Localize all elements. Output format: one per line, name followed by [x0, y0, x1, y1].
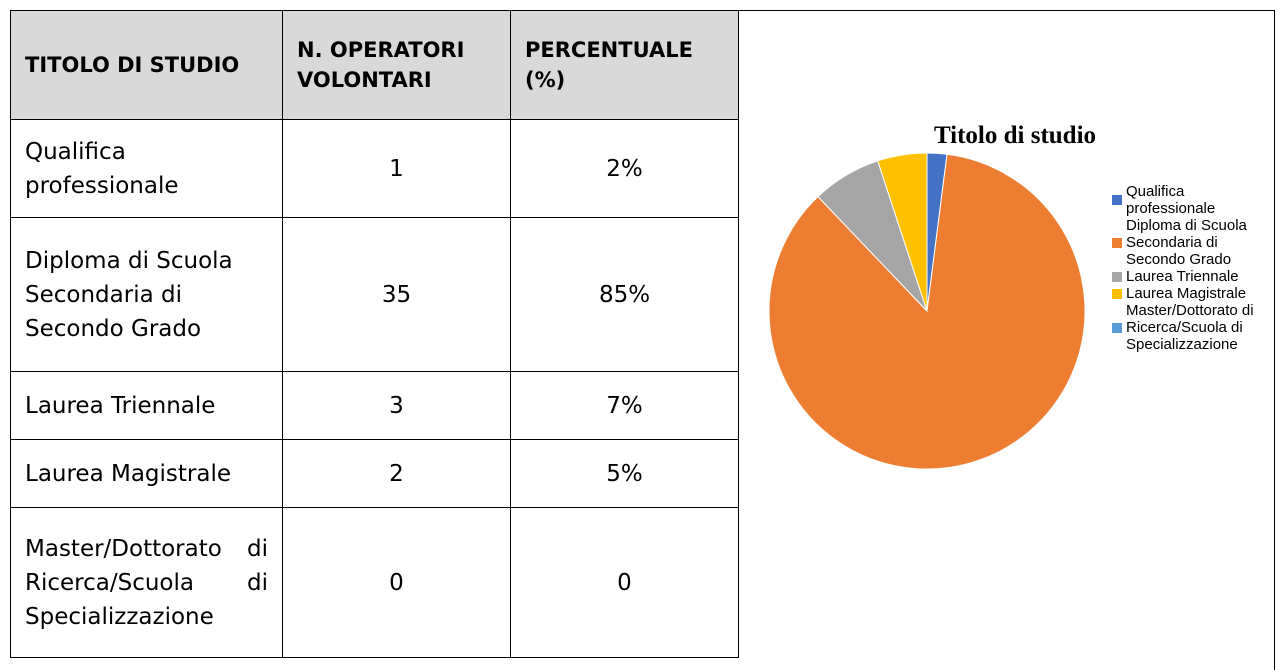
- legend-item: Diploma di Scuola Secondaria di Secondo …: [1112, 217, 1277, 268]
- legend-label: Master/Dottorato di Ricerca/Scuola di Sp…: [1126, 302, 1254, 353]
- table-row: Master/Dottorato di Ricerca/Scuola di Sp…: [10, 507, 739, 658]
- legend-item: Master/Dottorato di Ricerca/Scuola di Sp…: [1112, 302, 1277, 353]
- header-cell: N. OPERATORI VOLONTARI: [282, 10, 511, 120]
- legend-item: Laurea Triennale: [1112, 268, 1277, 285]
- legend-label: Laurea Triennale: [1126, 268, 1239, 285]
- table-cell: 2: [282, 439, 511, 508]
- table-cell: 85%: [510, 217, 739, 372]
- table-cell: 0: [282, 507, 511, 658]
- table-row: Laurea Triennale 3 7%: [10, 371, 739, 440]
- legend-label: Laurea Magistrale: [1126, 285, 1247, 302]
- legend-swatch: [1112, 322, 1122, 333]
- table-cell: 3: [282, 371, 511, 440]
- chart-title: Titolo di studio: [934, 122, 1096, 149]
- legend-item: Qualifica professionale: [1112, 183, 1277, 217]
- pie-slice: [768, 153, 1086, 470]
- chart-frame: [738, 10, 1275, 670]
- page: {"table": {"header": ["TITOLO DI STUDIO"…: [10, 10, 1277, 670]
- table-cell: 1: [282, 119, 511, 218]
- table-cell: Laurea Magistrale: [10, 439, 283, 508]
- table-cell: 2%: [510, 119, 739, 218]
- legend-swatch: [1112, 271, 1122, 282]
- legend-swatch: [1112, 195, 1122, 205]
- table-cell: Laurea Triennale: [10, 371, 283, 440]
- legend-swatch: [1112, 237, 1122, 248]
- table-body: Qualifica professionale 1 2% Diploma di Scu…: [10, 119, 739, 658]
- legend-label: Qualifica professionale: [1126, 183, 1216, 217]
- header-cell: PERCENTUALE (%): [510, 10, 739, 120]
- header-row: TITOLO DI STUDIO N. OPERATORI VOLONTARI PE…: [10, 10, 739, 120]
- table-row: Diploma di Scuola Secondaria di Secondo …: [10, 217, 739, 372]
- table-cell: 0: [510, 507, 739, 658]
- table-cell: Master/Dottorato di Ricerca/Scuola di Sp…: [10, 507, 283, 658]
- data-table: TITOLO DI STUDIO N. OPERATORI VOLONTARI PE…: [10, 10, 739, 658]
- header-cell: TITOLO DI STUDIO: [10, 10, 283, 120]
- legend-item: Laurea Magistrale: [1112, 285, 1277, 302]
- chart: Titolo di studio: [768, 122, 1096, 470]
- legend-label: Diploma di Scuola Secondaria di Secondo …: [1126, 217, 1247, 268]
- legend: Qualifica professionale Diploma di Scuola…: [1112, 183, 1277, 353]
- legend-swatch: [1112, 288, 1122, 299]
- table-cell: Diploma di Scuola Secondaria di Secondo …: [10, 217, 283, 372]
- table-row: Laurea Magistrale 2 5%: [10, 439, 739, 508]
